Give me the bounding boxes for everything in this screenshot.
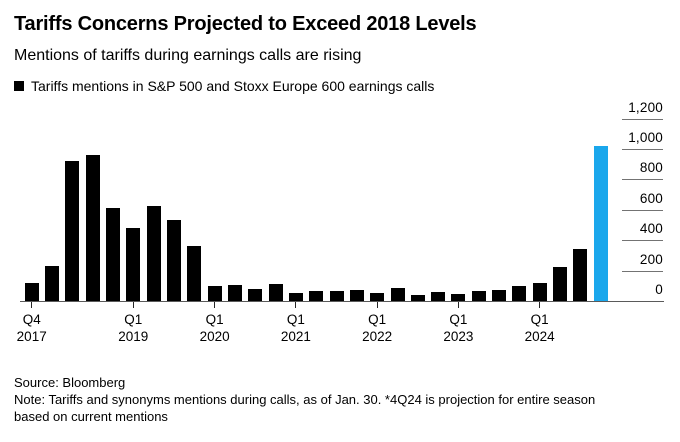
- bar: [370, 293, 385, 301]
- legend: Tariffs mentions in S&P 500 and Stoxx Eu…: [14, 78, 434, 94]
- bar: [532, 283, 547, 301]
- bar: [248, 289, 263, 301]
- x-tick-label: Q1 2020: [183, 311, 247, 345]
- bar: [166, 220, 181, 301]
- y-tick-label: 0: [655, 282, 663, 297]
- x-tick-quarter: Q1: [286, 312, 305, 327]
- source-text: Source: Bloomberg: [14, 375, 126, 390]
- x-tick-year: 2021: [280, 329, 311, 344]
- x-tick-quarter: Q1: [368, 312, 387, 327]
- x-tick: [132, 302, 134, 308]
- note-text-line2: based on current mentions: [14, 409, 168, 424]
- note-text-line1: Note: Tariffs and synonyms mentions duri…: [14, 392, 596, 407]
- x-tick: [214, 302, 216, 308]
- bar: [390, 288, 405, 301]
- x-tick: [376, 302, 378, 308]
- x-tick-label: Q4 2017: [0, 311, 64, 345]
- x-tick: [539, 302, 541, 308]
- y-tick-label: 600: [639, 190, 663, 206]
- bar: [329, 291, 344, 301]
- x-tick-year: 2017: [16, 329, 47, 344]
- bar: [268, 284, 283, 301]
- y-tick-label: 1,200: [628, 99, 663, 115]
- y-gridline: [622, 149, 663, 150]
- x-tick-year: 2023: [443, 329, 474, 344]
- x-tick-label: Q1 2019: [101, 311, 165, 345]
- y-gridline: [622, 179, 663, 181]
- x-tick-quarter: Q1: [449, 312, 468, 327]
- y-gridline: [622, 118, 663, 120]
- x-tick-quarter: Q1: [124, 312, 143, 327]
- x-tick-label: Q1 2023: [426, 311, 490, 345]
- footer: Source: Bloomberg Note: Tariffs and syno…: [14, 374, 595, 425]
- page-title: Tariffs Concerns Projected to Exceed 201…: [14, 13, 477, 35]
- bar: [65, 161, 80, 301]
- bar: [451, 294, 466, 301]
- y-gridline: [622, 240, 663, 242]
- legend-label: Tariffs mentions in S&P 500 and Stoxx Eu…: [31, 78, 435, 94]
- bar: [512, 286, 527, 301]
- bar: [410, 295, 425, 301]
- bar: [349, 290, 364, 301]
- x-tick-year: 2022: [362, 329, 393, 344]
- x-tick-label: Q1 2021: [264, 311, 328, 345]
- bar: [106, 208, 120, 301]
- bar: [187, 246, 202, 301]
- x-tick-year: 2024: [524, 329, 555, 344]
- x-tick-year: 2019: [118, 329, 149, 344]
- bar: [309, 291, 324, 301]
- x-tick-quarter: Q1: [205, 312, 224, 327]
- y-tick-label: 1,000: [628, 130, 663, 145]
- bar: [288, 293, 303, 301]
- y-gridline: [622, 270, 663, 272]
- bar: [85, 155, 100, 301]
- legend-swatch-icon: [14, 81, 24, 91]
- y-tick-label: 200: [639, 251, 663, 267]
- x-axis-line: [20, 301, 664, 302]
- bar: [24, 283, 39, 301]
- x-tick-year: 2020: [199, 329, 230, 344]
- x-tick-label: Q1 2022: [345, 311, 409, 345]
- bar: [573, 249, 588, 301]
- bar-highlighted: [593, 146, 608, 301]
- x-tick-label: Q1 2024: [508, 311, 572, 345]
- bar: [227, 285, 242, 301]
- x-tick-quarter: Q4: [22, 312, 41, 327]
- y-tick-label: 800: [639, 160, 663, 176]
- x-tick: [31, 302, 33, 308]
- bar: [126, 228, 141, 301]
- x-tick-quarter: Q1: [530, 312, 549, 327]
- x-tick: [295, 302, 297, 308]
- page-subtitle: Mentions of tariffs during earnings call…: [14, 47, 362, 64]
- bar: [492, 290, 507, 301]
- y-tick-label: 400: [639, 221, 663, 237]
- bar: [431, 292, 446, 301]
- bar: [45, 266, 59, 301]
- x-tick: [457, 302, 459, 308]
- bar: [146, 206, 161, 301]
- bar: [207, 286, 222, 301]
- y-gridline: [622, 209, 663, 211]
- bar: [553, 267, 567, 301]
- bar: [471, 291, 486, 301]
